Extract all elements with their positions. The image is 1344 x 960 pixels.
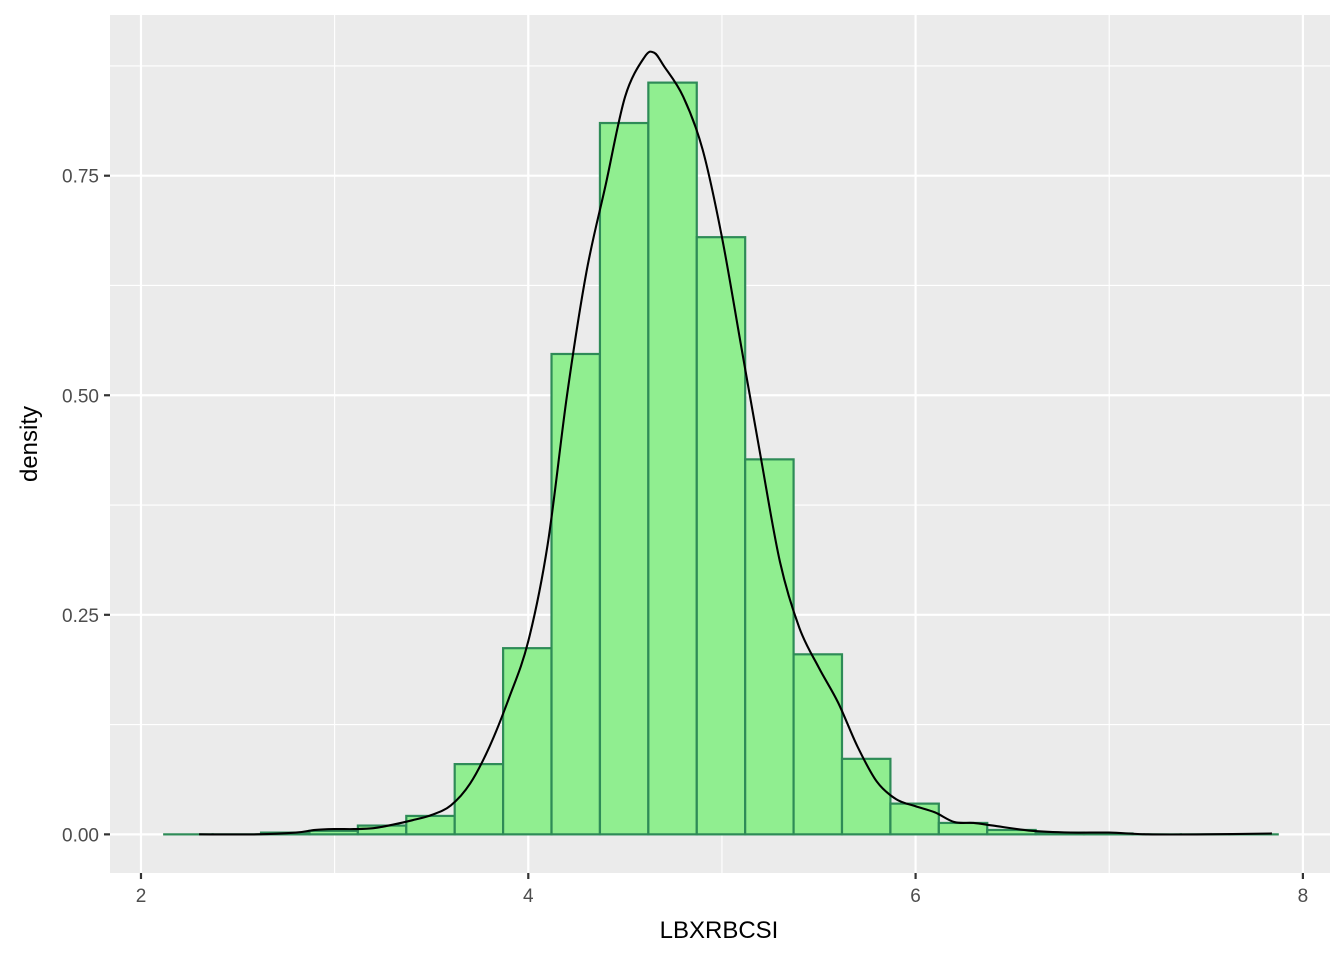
histogram-bar [695,236,747,836]
histogram-bars [163,81,1279,836]
histogram-bar [744,458,795,836]
histogram-bar [308,829,359,836]
y-tick-label: 0.00 [62,825,99,846]
x-tick-label: 8 [1298,886,1309,907]
histogram-bar [598,121,650,836]
x-tick-label: 2 [136,886,147,907]
y-axis-title: density [16,406,43,482]
y-tick-label: 0.75 [62,167,99,188]
histogram-bar [647,81,698,836]
density-curve [199,50,1272,836]
x-tick-label: 6 [910,886,921,907]
histogram-bar [453,763,505,836]
y-axis: 0.00 0.25 0.50 0.75 [62,167,110,846]
x-axis: 2 4 6 8 [136,873,1308,907]
y-tick-label: 0.50 [62,386,99,407]
histogram-bar [550,352,602,836]
histogram-bar [792,653,844,836]
x-axis-title: LBXRBCSI [660,917,779,944]
histogram-bar [889,802,940,836]
x-tick-label: 4 [523,886,534,907]
histogram-bar [502,647,553,836]
histogram-bar [405,814,456,836]
histogram-bar [840,757,892,836]
y-tick-label: 0.25 [62,606,99,627]
